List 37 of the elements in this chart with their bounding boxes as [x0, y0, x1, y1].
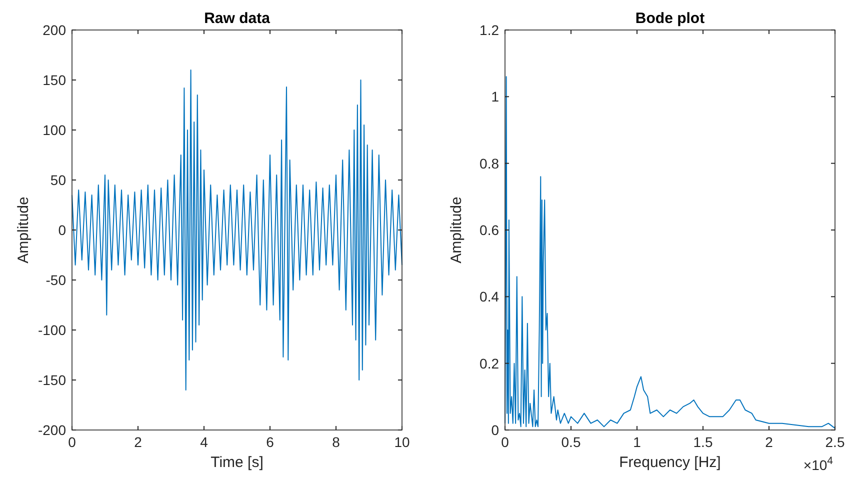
x-tick-label: 0 — [68, 434, 76, 450]
y-tick-label: 0.2 — [480, 355, 500, 372]
y-tick-label: 0 — [491, 422, 500, 438]
y-tick-label: -200 — [38, 422, 66, 438]
y-tick-label: 0 — [58, 222, 66, 238]
x-tick-label: 0.5 — [561, 434, 581, 450]
x-tick-label: 1.5 — [693, 434, 713, 450]
y-tick-label: 0.6 — [480, 222, 500, 238]
line-series — [504, 76, 836, 429]
x-tick-label: 2 — [765, 434, 774, 450]
y-tick-label: 100 — [42, 122, 66, 138]
text: ×10$^{4}$ — [803, 455, 834, 473]
chart-title: Bode plot — [635, 10, 705, 27]
x-tick-label: 6 — [266, 434, 274, 450]
y-tick-label: -50 — [46, 272, 66, 288]
y-axis-title: Amplitude — [448, 196, 465, 264]
chart-title: Raw data — [204, 10, 271, 27]
x-tick-label: 2.5 — [825, 434, 845, 450]
x-tick-label: 0 — [501, 434, 510, 450]
y-tick-label: 150 — [42, 72, 66, 88]
x-axis-title: Time [s] — [210, 454, 264, 471]
x-tick-label: 1 — [633, 434, 642, 450]
x-tick-label: 10 — [394, 434, 410, 450]
x-tick-label: 4 — [200, 434, 208, 450]
x-tick-label: 8 — [332, 434, 340, 450]
x-axis-title: Frequency [Hz] — [619, 454, 721, 471]
x-tick-label: 2 — [134, 434, 142, 450]
y-tick-label: 0.8 — [480, 155, 500, 172]
y-tick-label: 200 — [42, 22, 66, 38]
y-tick-label: -100 — [38, 322, 66, 338]
y-tick-label: -150 — [38, 372, 66, 388]
y-tick-label: 1.2 — [480, 22, 500, 38]
y-axis-title: Amplitude — [15, 196, 32, 264]
y-tick-label: 50 — [50, 172, 66, 188]
y-tick-label: 0.4 — [480, 288, 500, 305]
line-series — [72, 70, 402, 390]
y-tick-label: 1 — [491, 88, 500, 105]
